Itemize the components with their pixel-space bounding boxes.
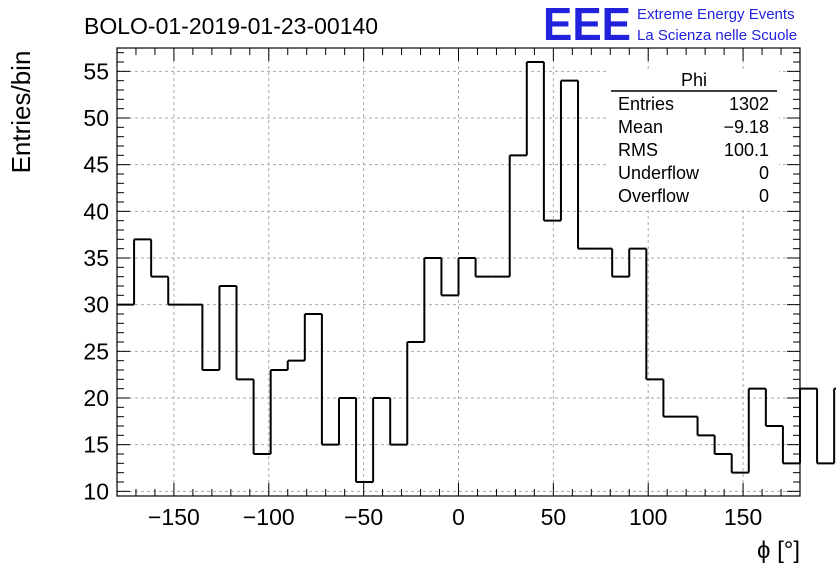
y-tick-label: 50 <box>83 105 109 131</box>
x-tick-labels: −150 −100 −50 0 50 100 150 <box>148 504 762 530</box>
stats-label-rms: RMS <box>618 140 658 160</box>
y-tick-label: 20 <box>83 385 109 411</box>
stats-value-rms: 100.1 <box>724 140 769 160</box>
stats-box: Phi Entries 1302 Mean −9.18 RMS 100.1 Un… <box>609 70 779 210</box>
stats-value-entries: 1302 <box>729 94 769 114</box>
logo-line-2: La Scienza nelle Scuole <box>637 27 797 44</box>
x-tick-label: −100 <box>243 504 295 530</box>
y-tick-label: 45 <box>83 152 109 178</box>
histogram-series <box>117 61 836 483</box>
stats-label-entries: Entries <box>618 94 674 114</box>
x-axis-label: ϕ [°] <box>757 537 800 564</box>
stats-label-underflow: Underflow <box>618 163 700 183</box>
stats-value-overflow: 0 <box>759 186 769 206</box>
x-tick-label: 100 <box>629 504 667 530</box>
stats-value-mean: −9.18 <box>723 117 769 137</box>
x-tick-label: −150 <box>148 504 200 530</box>
logo-line-1: Extreme Energy Events <box>637 6 795 23</box>
stats-box-bg <box>609 70 779 210</box>
eee-logo-mark: EEE <box>543 0 631 50</box>
y-tick-label: 55 <box>83 58 109 84</box>
y-tick-label: 40 <box>83 198 109 224</box>
eee-logo: EEE Extreme Energy Events La Scienza nel… <box>543 0 797 50</box>
x-tick-label: −50 <box>344 504 383 530</box>
y-tick-label: 25 <box>83 338 109 364</box>
y-tick-label: 35 <box>83 245 109 271</box>
chart-title: BOLO-01-2019-01-23-00140 <box>84 13 378 39</box>
stats-label-mean: Mean <box>618 117 663 137</box>
stats-value-underflow: 0 <box>759 163 769 183</box>
x-tick-label: 50 <box>541 504 567 530</box>
y-tick-label: 10 <box>83 478 109 504</box>
axis-ticks <box>117 48 800 496</box>
y-axis-label: Entries/bin <box>6 51 36 174</box>
y-tick-label: 30 <box>83 292 109 318</box>
x-tick-label: 0 <box>452 504 465 530</box>
stats-title: Phi <box>681 70 707 90</box>
y-tick-label: 15 <box>83 432 109 458</box>
x-tick-label: 150 <box>724 504 762 530</box>
y-tick-labels: 10 15 20 25 30 35 40 45 50 55 <box>83 58 109 504</box>
stats-label-overflow: Overflow <box>618 186 690 206</box>
